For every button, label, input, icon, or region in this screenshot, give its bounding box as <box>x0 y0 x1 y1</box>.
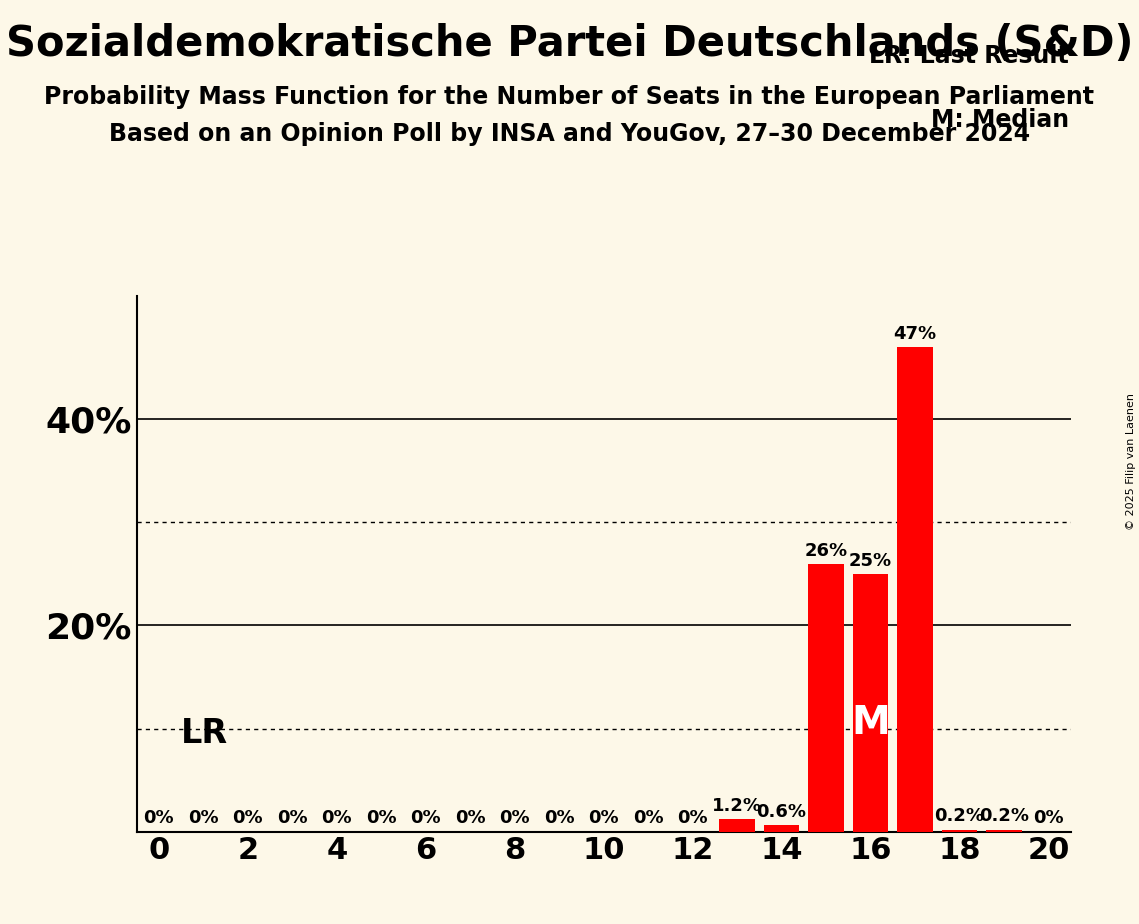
Text: 0%: 0% <box>277 809 308 828</box>
Text: M: Median: M: Median <box>931 108 1068 132</box>
Text: 47%: 47% <box>893 325 936 343</box>
Text: 0%: 0% <box>678 809 708 828</box>
Bar <box>764 825 800 832</box>
Text: LR: LR <box>181 717 228 750</box>
Text: 0.2%: 0.2% <box>978 808 1029 825</box>
Text: 1.2%: 1.2% <box>712 797 762 815</box>
Text: 0%: 0% <box>544 809 574 828</box>
Text: 0%: 0% <box>144 809 174 828</box>
Text: 0%: 0% <box>633 809 663 828</box>
Text: 0%: 0% <box>232 809 263 828</box>
Bar <box>720 820 755 832</box>
Text: 0%: 0% <box>499 809 530 828</box>
Text: LR: Last Result: LR: Last Result <box>869 43 1068 67</box>
Bar <box>809 564 844 832</box>
Text: © 2025 Filip van Laenen: © 2025 Filip van Laenen <box>1125 394 1136 530</box>
Bar <box>986 830 1022 832</box>
Text: 0.6%: 0.6% <box>756 803 806 821</box>
Text: 0%: 0% <box>1033 809 1064 828</box>
Bar <box>853 574 888 832</box>
Text: 25%: 25% <box>849 552 892 570</box>
Text: 26%: 26% <box>804 541 847 560</box>
Text: 0%: 0% <box>454 809 485 828</box>
Text: 0%: 0% <box>410 809 441 828</box>
Text: 0%: 0% <box>321 809 352 828</box>
Text: M: M <box>851 704 890 742</box>
Text: 0%: 0% <box>366 809 396 828</box>
Text: 0%: 0% <box>589 809 618 828</box>
Bar <box>898 347 933 832</box>
Text: Probability Mass Function for the Number of Seats in the European Parliament: Probability Mass Function for the Number… <box>44 85 1095 109</box>
Text: Based on an Opinion Poll by INSA and YouGov, 27–30 December 2024: Based on an Opinion Poll by INSA and You… <box>109 122 1030 146</box>
Text: 0%: 0% <box>188 809 219 828</box>
Text: Sozialdemokratische Partei Deutschlands (S&D): Sozialdemokratische Partei Deutschlands … <box>6 23 1133 65</box>
Text: 0.2%: 0.2% <box>934 808 984 825</box>
Bar <box>942 830 977 832</box>
